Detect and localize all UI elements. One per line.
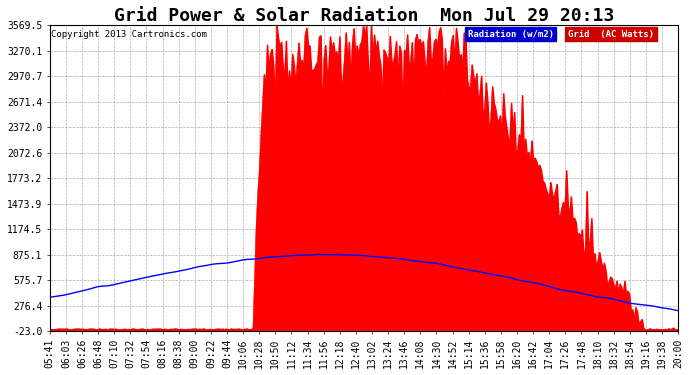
Text: Copyright 2013 Cartronics.com: Copyright 2013 Cartronics.com	[51, 30, 207, 39]
Text: Radiation (w/m2): Radiation (w/m2)	[468, 30, 553, 39]
Title: Grid Power & Solar Radiation  Mon Jul 29 20:13: Grid Power & Solar Radiation Mon Jul 29 …	[114, 7, 614, 25]
Text: Grid  (AC Watts): Grid (AC Watts)	[568, 30, 654, 39]
